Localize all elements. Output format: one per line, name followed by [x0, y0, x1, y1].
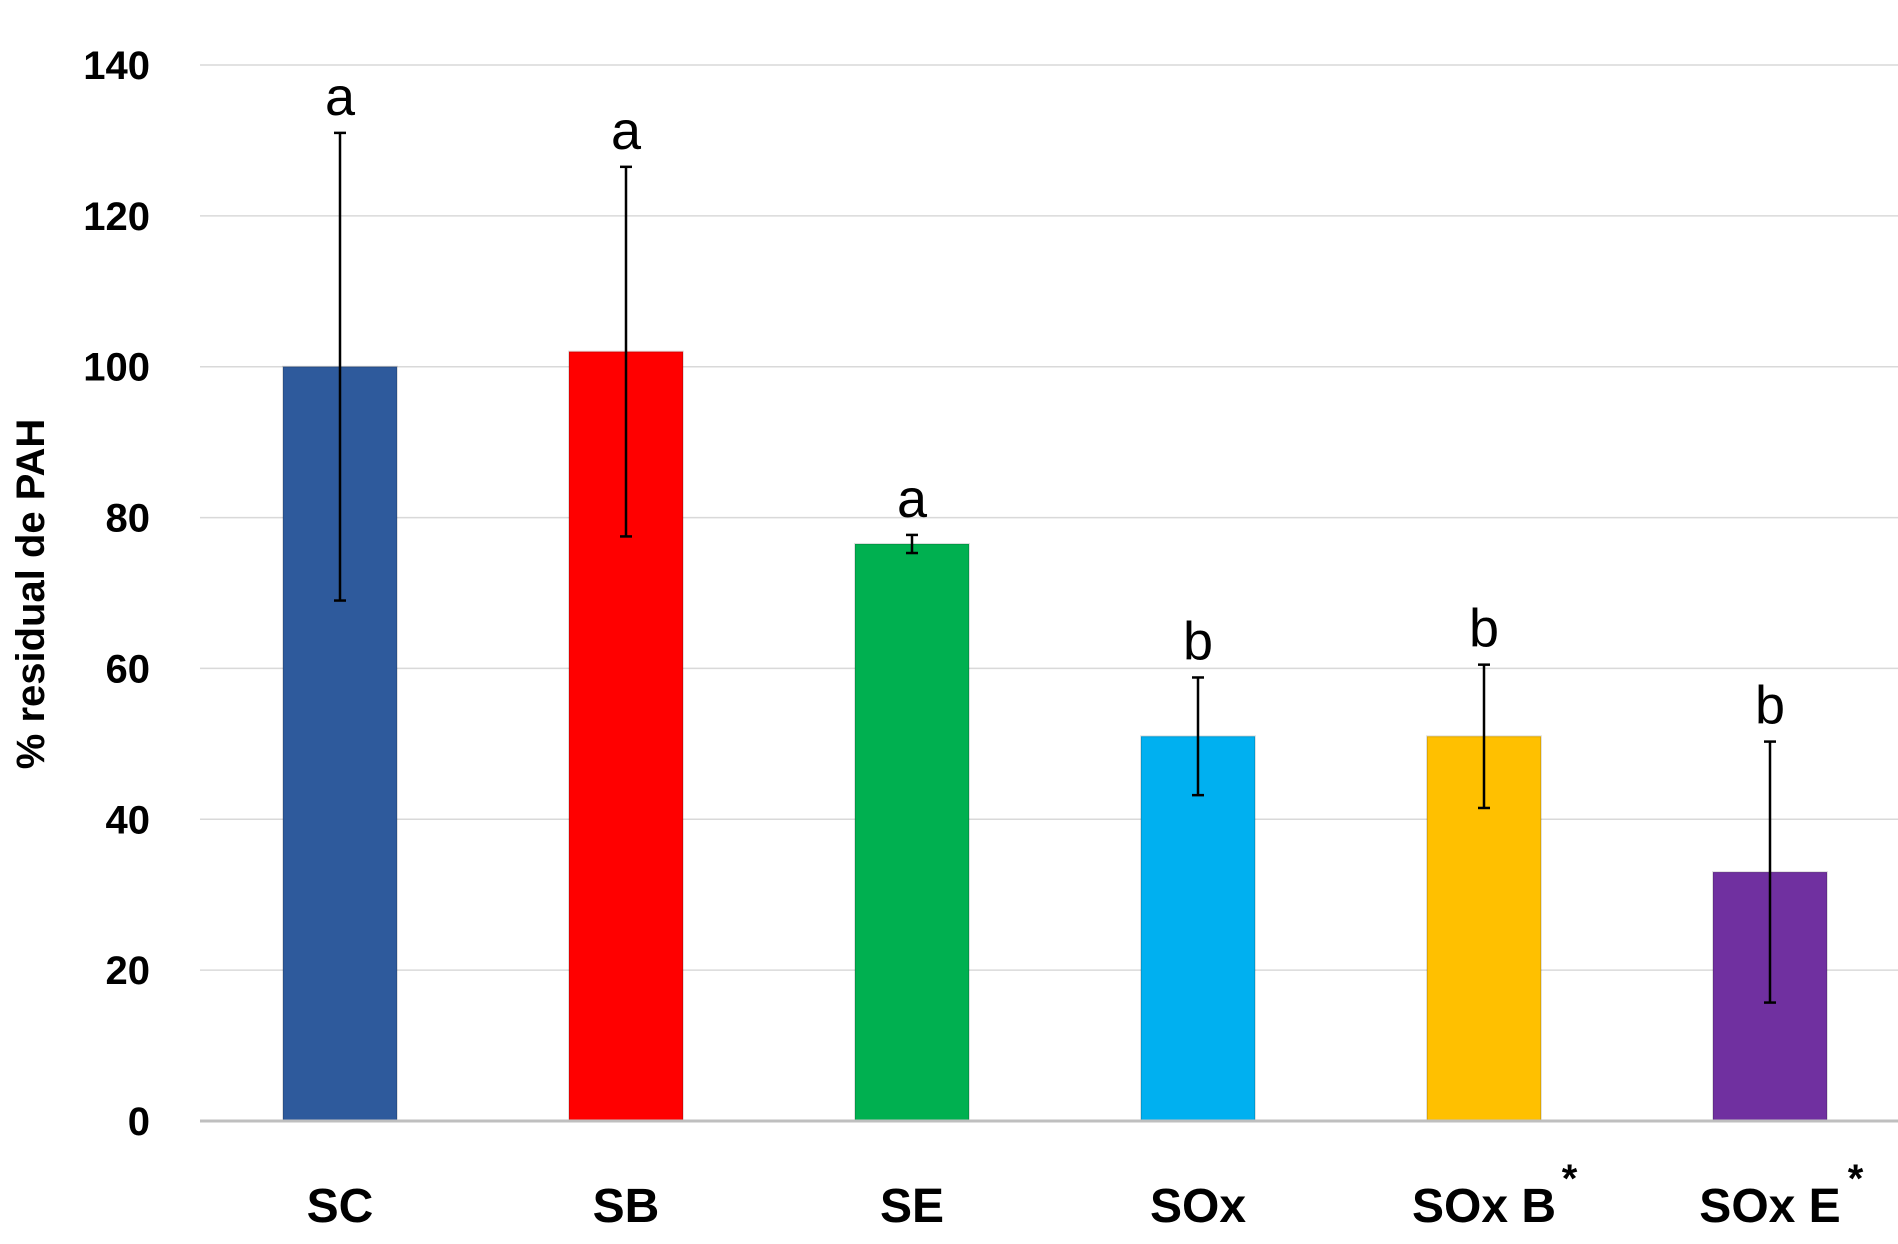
y-tick-label: 100	[83, 346, 150, 390]
significance-letter: a	[897, 469, 928, 529]
y-axis-ticks: 0 20 40 60 80 100 120 140	[83, 44, 150, 1144]
x-category-label: SC	[307, 1180, 374, 1233]
x-category-label: SOx	[1150, 1180, 1246, 1233]
significance-letter: b	[1755, 676, 1785, 736]
asterisk-marker: *	[1848, 1157, 1864, 1201]
error-bar	[334, 131, 346, 602]
significance-letter: b	[1469, 599, 1499, 659]
significance-letter: a	[611, 101, 642, 161]
y-tick-label: 140	[83, 44, 150, 88]
asterisk-marker: *	[1562, 1157, 1578, 1201]
error-bar	[1764, 740, 1776, 1004]
x-category-label: SE	[880, 1180, 944, 1233]
y-axis-title: % residual de PAH	[9, 419, 53, 769]
error-bar	[1478, 663, 1490, 810]
bar-sox	[1140, 735, 1256, 1122]
x-axis-labels: SC SB SE SOx SOx B*SOx E*	[307, 1157, 1864, 1233]
bar-se	[854, 542, 970, 1122]
significance-labels: a a a b b b	[325, 67, 1785, 736]
error-bar	[620, 165, 632, 538]
y-tick-label: 60	[106, 647, 151, 691]
y-tick-label: 40	[106, 798, 151, 842]
significance-letter: b	[1183, 611, 1213, 671]
gridlines	[200, 64, 1898, 971]
y-tick-label: 80	[106, 497, 151, 541]
x-category-label: SOx B	[1412, 1180, 1556, 1233]
x-category-label: SOx E	[1699, 1180, 1840, 1233]
x-category-label: SB	[593, 1180, 660, 1233]
y-tick-label: 120	[83, 195, 150, 239]
y-tick-label: 20	[106, 949, 151, 993]
y-tick-label: 0	[128, 1100, 150, 1144]
bars	[282, 350, 1828, 1122]
error-bar	[1192, 676, 1204, 797]
error-bars	[334, 131, 1776, 1004]
significance-letter: a	[325, 67, 356, 127]
error-bar	[906, 533, 918, 555]
